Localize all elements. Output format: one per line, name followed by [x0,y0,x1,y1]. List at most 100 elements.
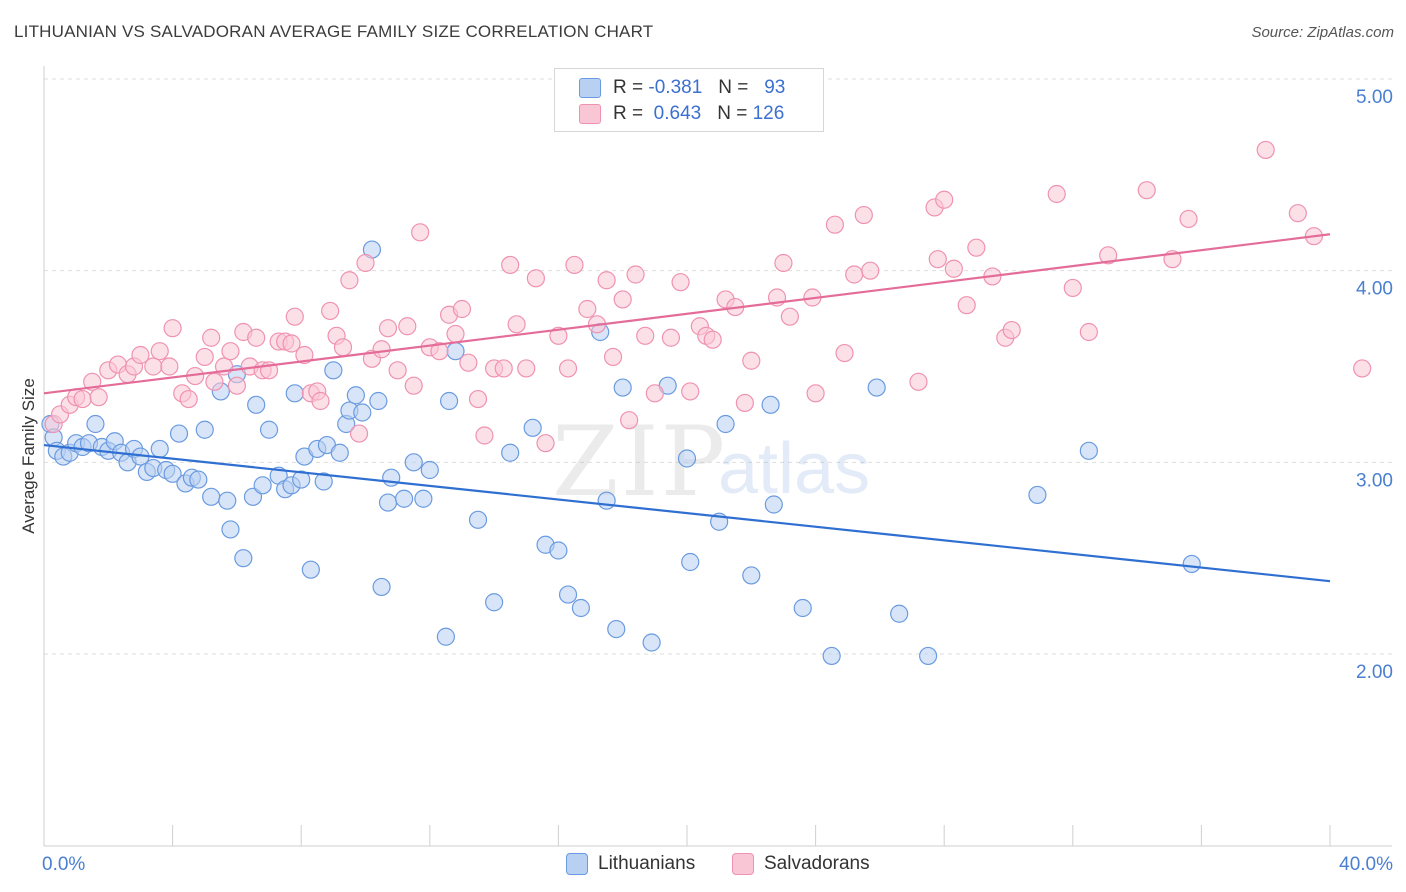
x-tick-label: 40.0% [1339,854,1393,875]
salvadoran-point [935,190,954,209]
axes [43,66,1392,847]
salvadoran-point [475,426,494,445]
lithuanian-point [1079,441,1098,460]
salvadoran-point [825,215,844,234]
salvadoran-point [526,269,545,288]
salvadoran-point [645,384,664,403]
salvadoran-point [613,290,632,309]
salvadoran-point [356,253,375,273]
salvadoran-point [285,307,304,326]
lithuanian-point [436,627,455,646]
salvadoran-point [195,347,214,367]
lithuanian-point [1028,485,1047,505]
salvadoran-point [430,342,449,361]
salvadoran-point [179,389,198,409]
salvadoran-point [854,205,873,225]
salvadoran-point [1353,359,1372,378]
correlation-legend: R = -0.381 N = 93 R = 0.643 N = 126 [554,68,824,132]
legend-r-value: -0.381 [648,77,703,98]
lithuanian-point [501,443,520,462]
salvadoran-point [150,342,169,361]
salvadoran-trend-line [43,233,1331,395]
salvadoran-point [681,382,700,401]
lithuanian-point [607,619,626,639]
lithuanian-point [292,470,311,489]
lithuanian-point [867,378,886,397]
salvadoran-point [967,238,986,257]
lithuanian-point [890,604,909,623]
salvadoran-point [774,253,793,273]
salvadoran-point [578,299,597,319]
salvadoran-point [89,388,108,407]
y-tick-label: 4.00 [1356,279,1393,300]
watermark-atlas: atlas [718,429,870,509]
salvadoran-point [835,343,854,363]
lithuanian-point [285,384,304,403]
lithuanian-point [218,491,237,510]
salvadoran-point [661,328,681,347]
legend-swatch-pink [579,104,601,124]
lithuanian-point [346,386,365,405]
salvadoran-point [944,259,963,278]
lithuanian-point [404,453,423,472]
salvadoran-point [957,296,976,315]
y-axis-title: Average Family Size [19,378,38,534]
salvadoran-point [73,389,92,409]
legend-n-value: 93 [764,77,786,98]
lithuanian-point [439,391,459,411]
legend-r-value: 0.643 [653,103,702,124]
salvadoran-point [703,330,722,349]
lithuanian-point [468,510,488,529]
salvadoran-point [565,255,584,275]
salvadoran-point [282,334,301,353]
salvadoran-point [1047,184,1066,204]
salvadoran-point [333,338,353,357]
salvadoran-point [1179,209,1198,229]
lithuanian-point [253,476,272,495]
lithuanian-point [314,472,333,491]
lithuanian-point [742,566,761,585]
lithuanian-point [234,549,253,568]
lithuanian-point [919,646,938,666]
lithuanian-point [1182,554,1201,574]
salvadoran-point [536,434,555,453]
lithuanian-point [353,403,372,422]
lithuanian-point [394,489,414,508]
salvadoran-point [1099,246,1118,265]
lithuanian-point [822,646,841,666]
legend-n-label: N = [717,103,748,124]
salvadoran-point [459,353,478,372]
lithuanian-point [571,598,591,618]
lithuanian-point [163,464,182,483]
tick-labels: 2.00 3.00 4.00 5.00 0.0% 40.0% [42,87,1393,875]
lithuanian-point [716,414,735,434]
salvadoran-point [517,359,536,378]
salvadoran-point [735,393,754,413]
lithuanian-point [761,395,780,414]
salvadoran-point [131,345,150,365]
salvadoran-point [909,372,928,391]
lithuanian-point [793,598,812,618]
lithuanian-point [330,443,349,462]
salvadoran-point [742,351,761,370]
legend-row-lithuanians: R = -0.381 N = 93 [579,76,785,100]
legend-row-salvadorans: R = 0.643 N = 126 [579,102,784,126]
lithuanian-point [382,468,401,487]
lithuanian-point [549,541,568,560]
legend-r-label: R = [613,103,644,124]
salvadoran-point [1063,278,1082,298]
legend-n-value: 126 [752,103,785,124]
salvadoran-point [806,384,825,403]
lithuanian-point [247,395,266,414]
lithuanian-point [301,560,320,579]
bottom-legend-label: Salvadorans [764,853,870,874]
salvadoran-point [144,357,163,376]
salvadoran-point [202,328,221,347]
salvadoran-point [446,324,465,344]
lithuanian-point [642,633,661,652]
salvadoran-point [340,271,359,290]
y-tick-label: 5.00 [1356,87,1393,108]
lithuanian-point [150,439,169,459]
salvadoran-point [494,359,513,378]
